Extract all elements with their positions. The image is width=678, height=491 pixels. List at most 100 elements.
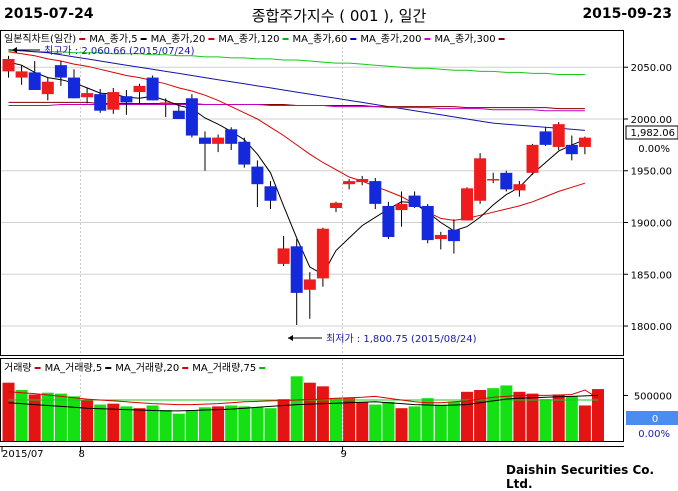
x-tick-label: 8 — [79, 449, 85, 460]
candle-body — [94, 94, 107, 111]
footer-copyright: Daishin Securities Co. Ltd. — [506, 463, 655, 491]
candle-body — [225, 129, 238, 144]
candle-body — [539, 131, 552, 145]
price-tick-label: 1900.00 — [631, 219, 672, 230]
volume-bar — [290, 376, 303, 441]
candle-body — [41, 81, 54, 95]
candle — [81, 87, 94, 104]
low-label: 최저가 : 1,800.75 (2015/08/24) — [326, 333, 477, 345]
volume-bar — [94, 404, 107, 441]
candle — [552, 122, 565, 151]
volume-legend: 거래량 MA_거래량,5 MA_거래량,20 MA_거래량,75 — [2, 362, 270, 374]
candle — [251, 160, 264, 207]
legend-label: MA_종가,200 — [360, 33, 421, 45]
legend-label: 거래량 — [4, 362, 32, 374]
candle — [356, 175, 369, 186]
candle — [185, 94, 198, 138]
candle — [212, 134, 225, 153]
candle-body — [290, 246, 303, 293]
price-last-value-box: 1,982.06 0.00% — [625, 125, 678, 155]
candle-body — [474, 158, 487, 201]
volume-bar — [565, 396, 578, 441]
candle-body — [565, 144, 578, 155]
candle — [330, 201, 342, 213]
volume-bar — [461, 391, 473, 441]
volume-last-value-box: 0 0.00% — [626, 411, 678, 440]
candle-body — [28, 72, 41, 91]
volume-bar — [68, 396, 80, 441]
candle — [94, 88, 107, 113]
legend-label: MA_거래량,5 — [45, 362, 103, 374]
candle — [369, 177, 382, 210]
legend-label: MA_종가,5 — [89, 33, 137, 45]
candle-body — [172, 110, 185, 119]
volume-bar — [487, 388, 500, 441]
candle — [565, 135, 578, 161]
candle — [290, 239, 303, 325]
legend-label: MA_종가,300 — [434, 33, 495, 45]
candle — [199, 131, 211, 171]
candle-body — [369, 181, 382, 204]
candle — [54, 61, 67, 86]
volume-last-value: 0 — [652, 414, 658, 425]
candle — [225, 127, 238, 151]
candle-body — [146, 77, 159, 101]
candle — [343, 179, 356, 190]
volume-last-change: 0.00% — [638, 429, 670, 440]
volume-bar — [382, 401, 395, 441]
candle-body — [552, 124, 565, 147]
candle — [146, 75, 159, 101]
candle-body — [199, 137, 211, 144]
candle-body — [408, 195, 421, 207]
candle — [172, 104, 185, 119]
candle-body — [238, 141, 251, 165]
volume-bar — [303, 382, 316, 441]
price-gridlines — [1, 31, 623, 441]
candle — [68, 69, 80, 99]
volume-bar — [54, 393, 67, 441]
candle — [316, 227, 329, 287]
volume-bar — [120, 406, 133, 441]
volume-ma20-line — [8, 389, 599, 406]
volume-bar — [225, 405, 238, 441]
volume-bar — [15, 389, 28, 441]
volume-bar — [185, 410, 198, 441]
candle-body — [382, 205, 395, 237]
volume-ma5-line — [8, 394, 599, 412]
candle — [408, 191, 421, 209]
volume-bar — [447, 401, 460, 441]
legend-label: MA_종가,20 — [151, 33, 206, 45]
x-tick-label: 2015/07 — [2, 449, 44, 460]
candle — [474, 153, 487, 204]
volume-bar — [552, 394, 565, 441]
candle — [395, 191, 408, 227]
candle — [15, 65, 28, 85]
candlesticks — [2, 55, 591, 325]
candle — [159, 98, 172, 117]
legend-label: MA_종가,120 — [218, 33, 279, 45]
price-tick-label: 1950.00 — [631, 167, 672, 178]
candle — [487, 172, 500, 184]
volume-tick-label: 500000 — [634, 391, 672, 402]
price-tick-label: 2050.00 — [631, 63, 672, 74]
candle-body — [2, 58, 15, 72]
candle-body — [356, 179, 369, 183]
volume-bar — [264, 408, 277, 441]
volume-bar — [421, 398, 434, 441]
price-last-change: 0.00% — [638, 144, 670, 155]
volume-bar — [2, 382, 15, 441]
ma60-line — [8, 49, 585, 131]
candle-body — [434, 234, 447, 240]
volume-moving-averages — [8, 389, 599, 412]
candle — [120, 90, 133, 115]
candle-body — [487, 179, 500, 181]
candle — [41, 77, 54, 101]
candle-body — [447, 229, 460, 242]
volume-bar — [277, 399, 290, 441]
candle — [303, 272, 316, 319]
volume-bar — [251, 407, 264, 441]
candle-body — [343, 181, 356, 185]
candle-body — [107, 92, 120, 110]
candle-body — [513, 184, 526, 191]
